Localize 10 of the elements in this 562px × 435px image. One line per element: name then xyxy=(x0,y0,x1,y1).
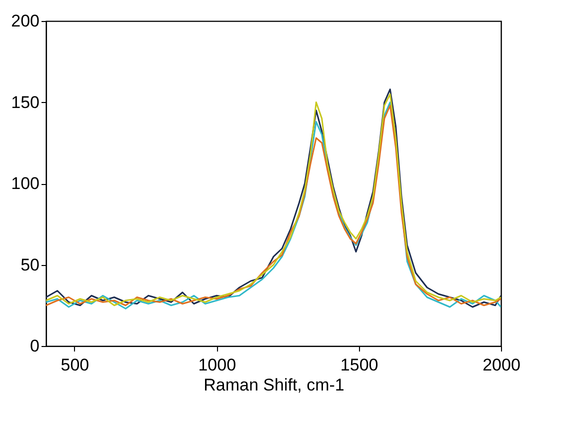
x-tick-label: 1500 xyxy=(340,356,378,374)
x-tick-label: 500 xyxy=(60,356,90,374)
y-tick-label: 0 xyxy=(30,336,40,356)
x-axis-title: Raman Shift, cm-1 xyxy=(204,376,344,394)
x-tick-label: 1000 xyxy=(198,356,236,374)
x-tick-label: 2000 xyxy=(482,356,520,374)
y-tick-label: 200 xyxy=(11,12,40,30)
y-tick-label: 50 xyxy=(20,255,40,274)
y-tick-label: 100 xyxy=(11,174,40,193)
y-tick-label: 150 xyxy=(11,92,40,112)
